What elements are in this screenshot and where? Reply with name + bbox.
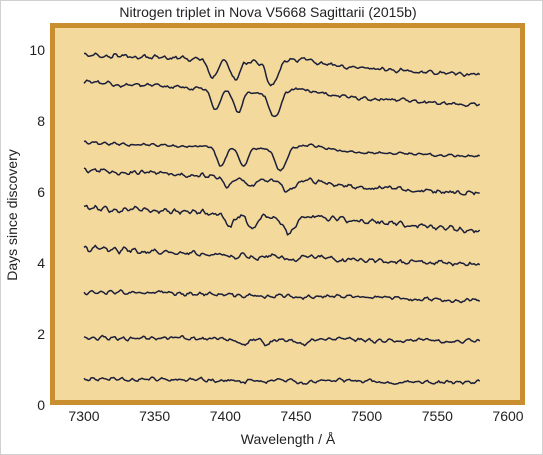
x-tick-label: 7600 <box>492 408 523 424</box>
spectrum-line <box>83 167 480 196</box>
y-axis: 0 2 4 6 8 10 <box>29 42 45 413</box>
chart-title: Nitrogen triplet in Nova V5668 Sagittari… <box>119 4 416 20</box>
x-tick-label: 7400 <box>210 408 241 424</box>
x-tick-label: 7300 <box>68 408 99 424</box>
y-tick-label: 0 <box>37 397 45 413</box>
spectrum-line <box>83 244 481 267</box>
x-tick-label: 7450 <box>280 408 311 424</box>
x-tick-label: 7550 <box>422 408 453 424</box>
spectrum-line <box>83 204 481 236</box>
y-tick-label: 8 <box>37 113 45 129</box>
y-tick-label: 2 <box>37 326 45 342</box>
x-axis-title: Wavelength / Å <box>241 431 336 447</box>
y-tick-label: 4 <box>37 255 45 271</box>
x-tick-label: 7350 <box>139 408 170 424</box>
y-axis-title: Days since discovery <box>4 149 20 281</box>
y-tick-label: 10 <box>29 42 45 58</box>
x-tick-label: 7500 <box>351 408 382 424</box>
spectrum-line <box>83 376 481 386</box>
spectra-layer <box>83 52 481 386</box>
spectrum-line <box>83 79 481 118</box>
x-axis: 7300 7350 7400 7450 7500 7550 7600 <box>68 408 523 424</box>
spectrum-line <box>83 289 481 304</box>
spectrum-line <box>83 52 481 87</box>
spectrum-line <box>83 140 481 172</box>
spectrum-line <box>83 334 481 347</box>
y-tick-label: 6 <box>37 184 45 200</box>
plot-area <box>50 23 525 405</box>
